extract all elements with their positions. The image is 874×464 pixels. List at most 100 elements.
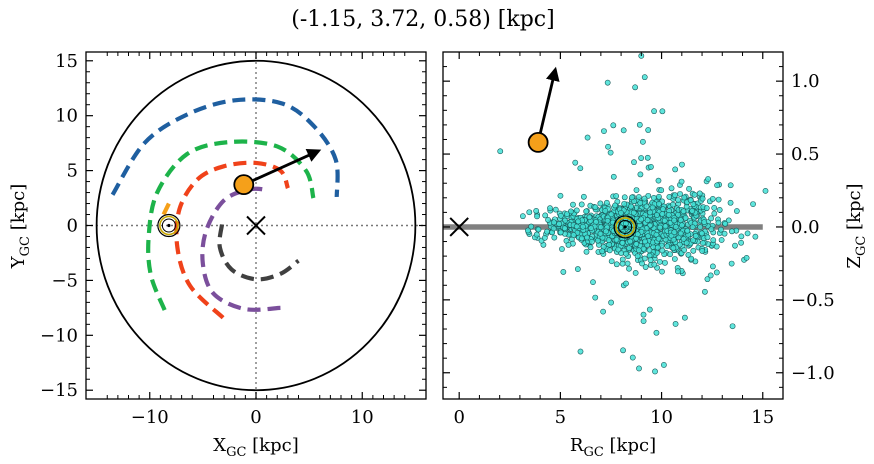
star-point [583, 208, 590, 215]
star-point [672, 192, 678, 199]
star-point [680, 208, 687, 215]
star-point [565, 241, 572, 248]
star-point [610, 122, 617, 129]
star-point [632, 270, 639, 276]
star-point [709, 263, 716, 270]
star-point [637, 200, 644, 206]
star-point [700, 240, 706, 246]
left-ticks: −10 0 10 −15 −10 −5 0 5 10 15 [40, 51, 426, 428]
star-point [652, 368, 658, 375]
star-point [688, 255, 695, 262]
star-point [635, 194, 642, 200]
right-ticks: 0 5 10 15 −1.0 −0.5 0.0 0.5 1.0 [443, 52, 835, 428]
star-point [659, 211, 666, 217]
star-point [557, 229, 564, 236]
star-point [608, 258, 615, 265]
left-x-axis-label: XGC [kpc] [213, 435, 298, 460]
star-point [588, 225, 595, 232]
star-point [631, 159, 637, 166]
star-point [632, 84, 639, 91]
star-point [560, 269, 567, 275]
star-point [703, 205, 710, 212]
star-point [633, 187, 640, 193]
star-point [629, 354, 636, 361]
star-point [661, 362, 667, 368]
star-point [671, 229, 678, 236]
figure-title: (-1.15, 3.72, 0.58) [kpc] [291, 7, 554, 32]
star-point [613, 236, 620, 243]
star-point [672, 321, 679, 327]
star-point [633, 241, 640, 248]
star-point [524, 227, 531, 234]
star-point [584, 134, 591, 141]
star-point [608, 211, 615, 218]
star-point [605, 237, 612, 244]
star-point [600, 308, 607, 315]
star-point [662, 223, 669, 230]
star-point [711, 204, 718, 211]
star-point [533, 208, 540, 214]
sun-marker-inner [618, 219, 633, 234]
star-point [708, 226, 715, 233]
star-point [656, 258, 663, 265]
star-point [699, 195, 706, 202]
star-point [564, 211, 570, 218]
spiral-arm-4 [200, 186, 281, 312]
star-point [659, 108, 666, 115]
star-point [597, 200, 604, 207]
star-point [677, 230, 684, 237]
star-point [752, 233, 759, 240]
star-point [651, 261, 658, 268]
star-point [659, 247, 666, 254]
star-point [733, 208, 740, 214]
star-point [610, 173, 617, 180]
star-point [570, 232, 577, 238]
star-point [716, 207, 723, 213]
star-point [575, 218, 582, 225]
star-point [584, 234, 590, 241]
star-point [672, 223, 679, 230]
sun-marker-dot [167, 223, 171, 228]
star-point [550, 225, 557, 232]
star-point [636, 121, 643, 128]
star-point [542, 212, 549, 219]
star-point [597, 224, 604, 231]
star-point [551, 234, 558, 241]
x-tick-label: 15 [751, 407, 774, 428]
star-point [702, 288, 708, 295]
star-point [655, 177, 662, 184]
star-point [668, 185, 675, 192]
star-point [672, 166, 679, 173]
star-cloud [497, 52, 769, 375]
star-point [558, 212, 564, 219]
star-point [602, 207, 609, 214]
star-point [621, 194, 628, 201]
star-point [727, 199, 734, 206]
star-point [637, 171, 644, 178]
star-point [670, 245, 677, 252]
sun-marker-outer [157, 213, 181, 238]
star-point [669, 201, 676, 208]
star-point [634, 231, 641, 238]
star-point [587, 244, 594, 251]
right-panel: 0 5 10 15 −1.0 −0.5 0.0 0.5 1.0 RGC [kpc] ZGC [k… [442, 51, 869, 460]
spiral-arm-3 [174, 160, 290, 320]
sun-marker-ring [615, 217, 635, 237]
y-tick-label: −1.0 [791, 363, 835, 384]
star-point [689, 207, 696, 214]
star-point [738, 239, 744, 246]
star-point [626, 265, 632, 272]
left-panel: −10 0 10 −15 −10 −5 0 5 10 15 XGC [kpc] YGC [kpc] [8, 51, 427, 460]
star-point [713, 269, 720, 276]
star-point [704, 276, 711, 283]
star-point [628, 203, 634, 210]
star-point [592, 294, 599, 301]
star-point [623, 280, 629, 287]
star-point [642, 238, 648, 245]
star-point [658, 187, 665, 194]
star-point [722, 220, 729, 227]
star-point [497, 148, 504, 155]
sun-marker-dot [623, 225, 627, 229]
star-point [692, 233, 699, 239]
